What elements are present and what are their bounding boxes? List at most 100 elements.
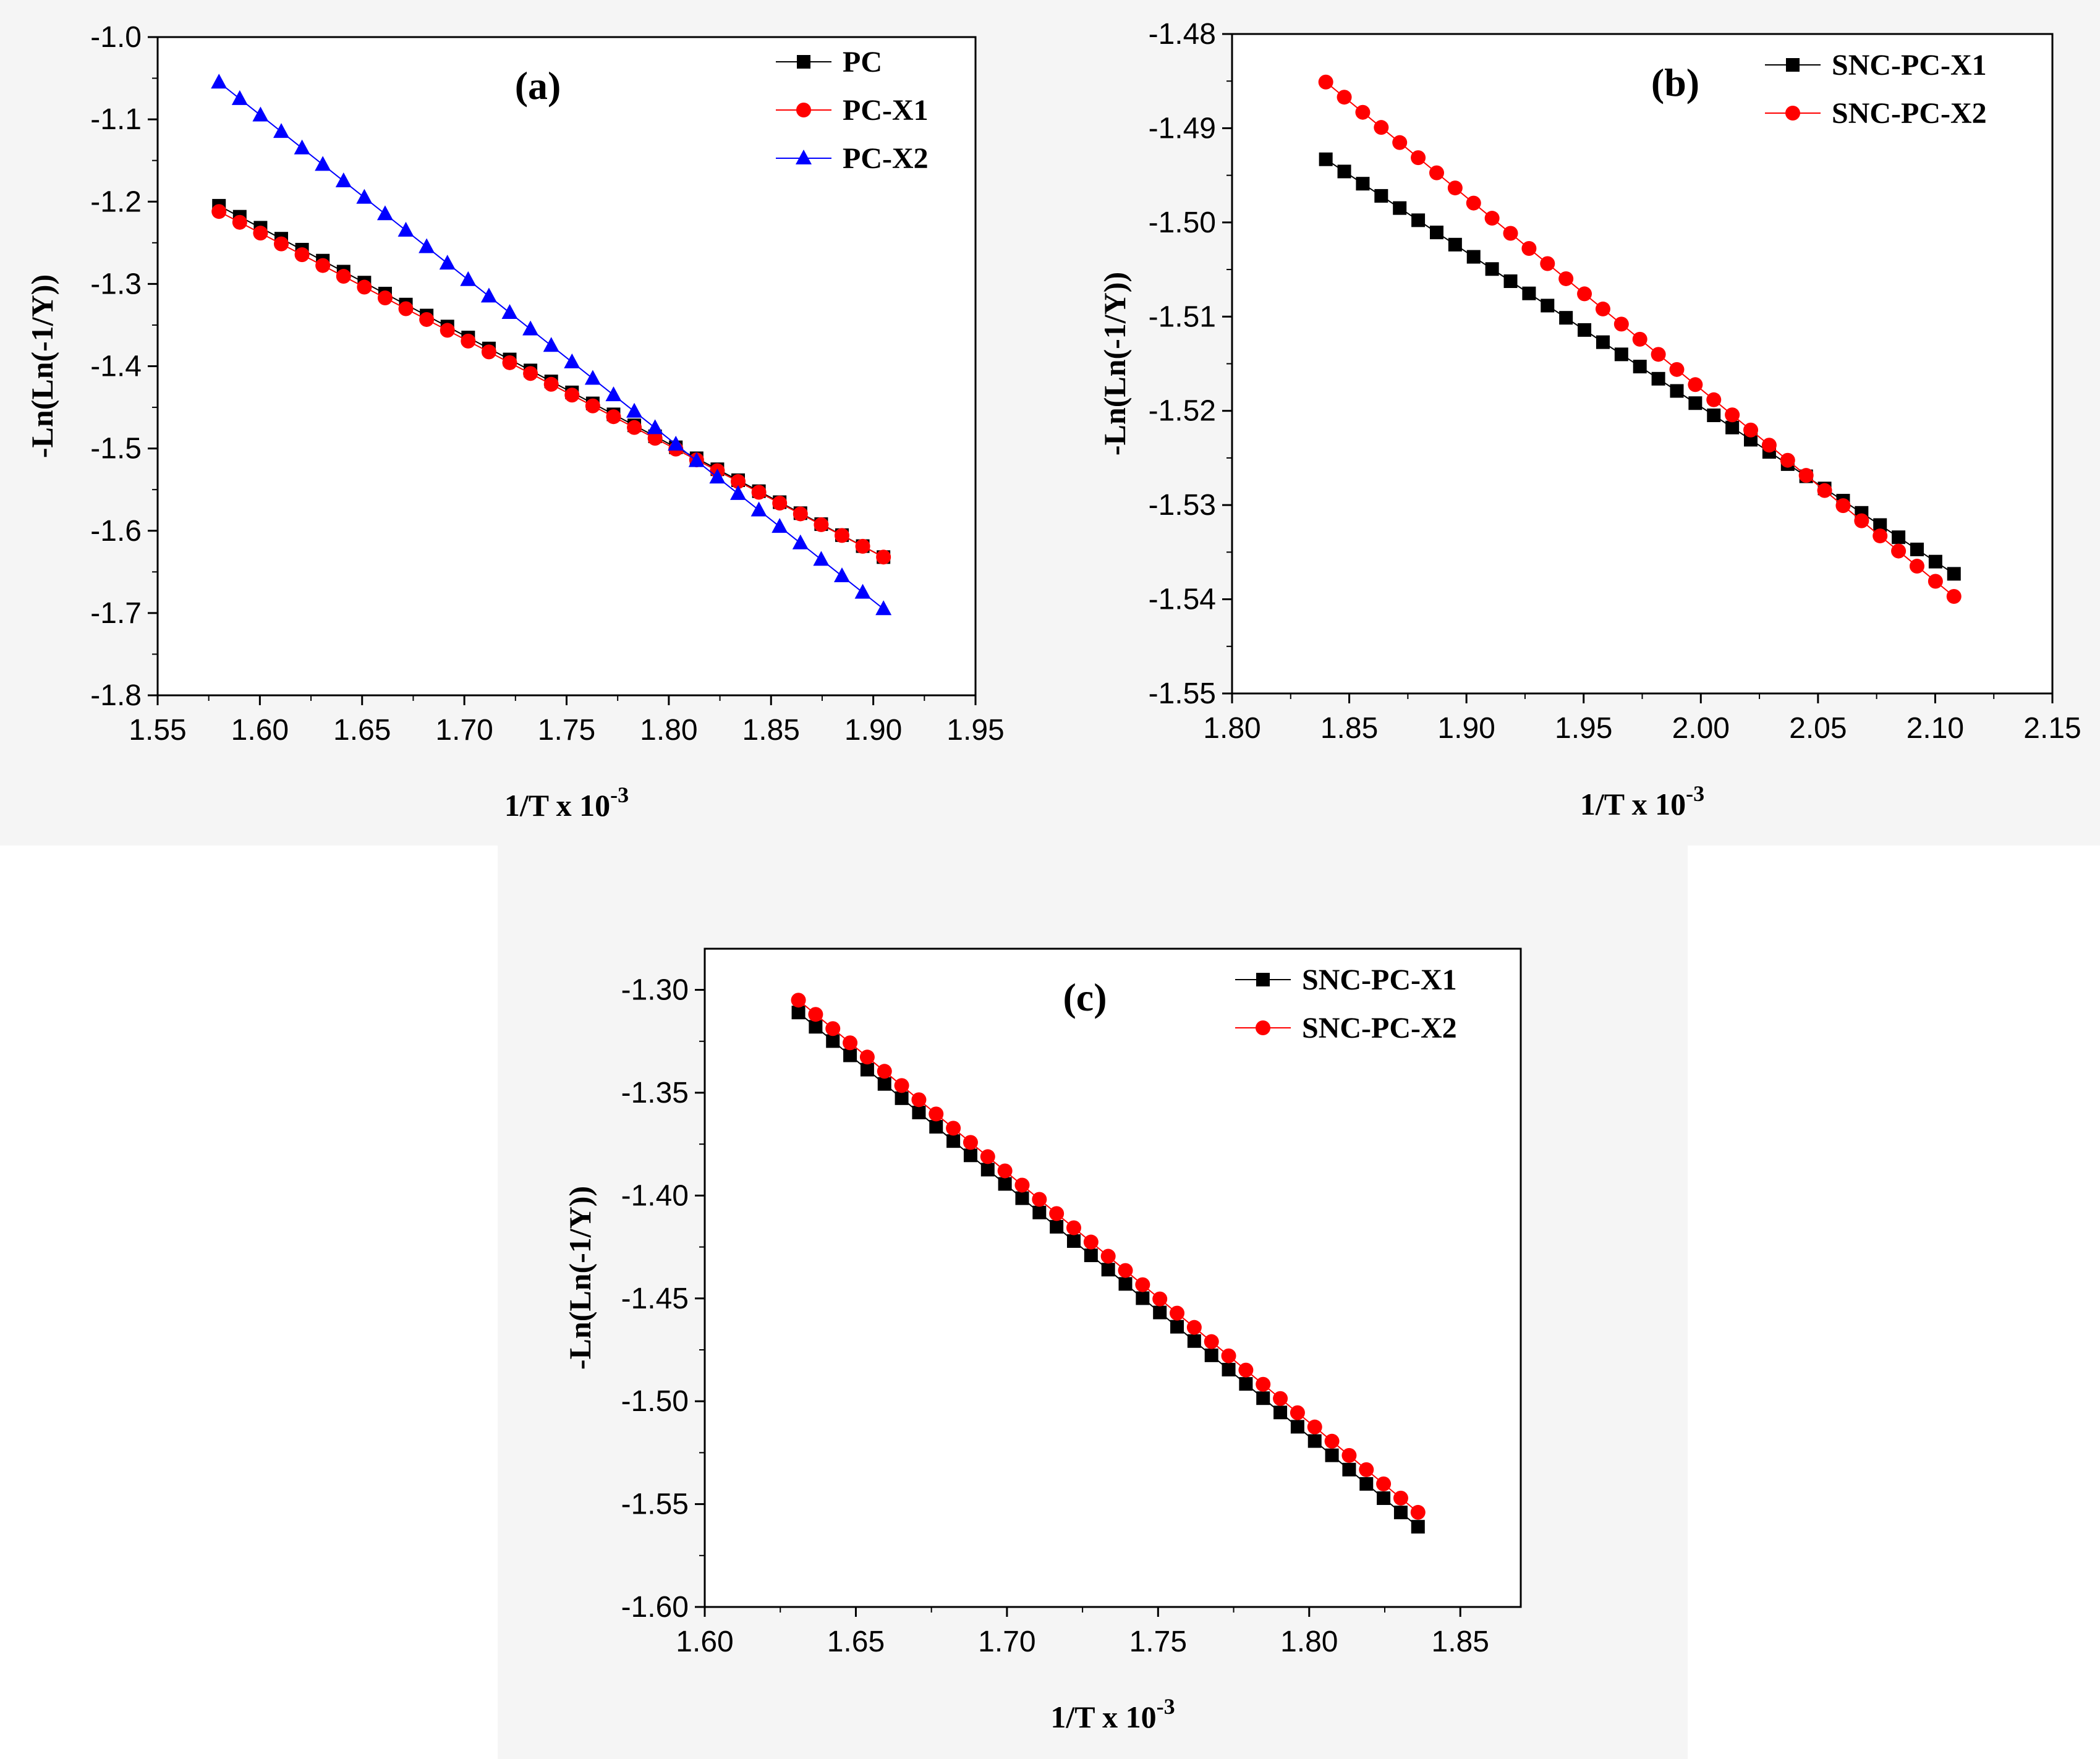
data-point bbox=[1485, 262, 1499, 276]
data-point bbox=[1761, 438, 1777, 453]
data-point bbox=[1411, 150, 1426, 166]
y-tick-label: -1.55 bbox=[621, 1488, 689, 1521]
data-point bbox=[1032, 1192, 1047, 1207]
x-tick-label: 2.10 bbox=[1907, 712, 1964, 745]
data-point bbox=[980, 1163, 995, 1177]
y-tick-label: -1.5 bbox=[90, 433, 142, 465]
data-point bbox=[834, 528, 849, 543]
data-point bbox=[1393, 1506, 1408, 1520]
data-point bbox=[963, 1135, 978, 1150]
data-point bbox=[814, 517, 829, 532]
data-point bbox=[1910, 542, 1924, 556]
legend-entry-label: PC-X2 bbox=[843, 142, 929, 175]
data-point bbox=[876, 549, 891, 565]
data-point bbox=[1153, 1305, 1167, 1320]
data-point bbox=[1596, 335, 1610, 349]
data-point bbox=[1377, 1491, 1391, 1505]
y-tick-label: -1.45 bbox=[621, 1282, 689, 1315]
data-point bbox=[647, 431, 663, 446]
data-point bbox=[1595, 301, 1610, 316]
y-tick-label: -1.0 bbox=[90, 21, 142, 54]
data-point bbox=[1577, 286, 1592, 302]
data-point bbox=[854, 583, 871, 599]
x-tick-label: 2.15 bbox=[2023, 712, 2081, 745]
data-point bbox=[1273, 1405, 1288, 1420]
data-point bbox=[377, 290, 393, 306]
y-tick-label: -1.54 bbox=[1149, 583, 1216, 616]
x-tick-label: 1.95 bbox=[1555, 712, 1612, 745]
x-tick-label: 1.65 bbox=[827, 1625, 885, 1658]
panel-label: (a) bbox=[515, 64, 561, 108]
data-point bbox=[1325, 1448, 1339, 1462]
data-point bbox=[1337, 90, 1352, 105]
data-point bbox=[356, 189, 373, 204]
data-point bbox=[860, 1062, 874, 1077]
data-point bbox=[1204, 1334, 1219, 1349]
data-point bbox=[1466, 250, 1481, 264]
data-point bbox=[294, 139, 310, 155]
x-axis-title-exponent: -3 bbox=[1686, 781, 1704, 806]
data-point bbox=[626, 402, 643, 418]
data-point bbox=[809, 1020, 823, 1034]
data-point bbox=[1447, 180, 1463, 196]
data-point bbox=[1651, 347, 1666, 362]
data-point bbox=[894, 1078, 909, 1093]
y-tick-label: -1.30 bbox=[621, 974, 689, 1007]
data-point bbox=[1355, 104, 1371, 120]
data-point bbox=[1374, 120, 1389, 135]
data-point bbox=[1238, 1362, 1254, 1378]
x-tick-label: 1.90 bbox=[844, 714, 902, 747]
data-point bbox=[1187, 1334, 1201, 1348]
data-point bbox=[1356, 177, 1370, 191]
legend-marker bbox=[1256, 1020, 1270, 1035]
data-point bbox=[1273, 1391, 1288, 1406]
data-point bbox=[523, 366, 538, 381]
y-tick-label: -1.40 bbox=[621, 1179, 689, 1212]
data-point bbox=[522, 320, 539, 336]
data-point bbox=[1084, 1248, 1098, 1263]
data-point bbox=[1222, 1362, 1236, 1376]
data-point bbox=[274, 236, 289, 252]
data-point bbox=[751, 485, 767, 500]
data-point bbox=[1239, 1377, 1253, 1391]
x-axis-title-exponent: -3 bbox=[1157, 1694, 1175, 1719]
legend-entry-label: PC-X1 bbox=[843, 94, 929, 127]
data-point bbox=[1032, 1205, 1047, 1219]
data-point bbox=[1928, 554, 1942, 569]
series-snc-pc-x1 bbox=[791, 1006, 1425, 1534]
data-point bbox=[1873, 528, 1888, 544]
data-point bbox=[211, 204, 227, 219]
x-axis-title-exponent: -3 bbox=[610, 782, 629, 807]
data-point bbox=[813, 551, 830, 566]
data-point bbox=[1743, 422, 1759, 438]
data-point bbox=[875, 600, 892, 616]
y-tick-label: -1.8 bbox=[90, 679, 142, 712]
data-point bbox=[877, 1077, 891, 1091]
data-point bbox=[1669, 362, 1685, 377]
data-point bbox=[1541, 299, 1555, 313]
data-point bbox=[231, 90, 248, 105]
data-point bbox=[1083, 1234, 1099, 1250]
data-point bbox=[419, 238, 435, 253]
data-point bbox=[826, 1034, 840, 1048]
data-point bbox=[1448, 237, 1462, 252]
data-point bbox=[253, 226, 268, 241]
data-point bbox=[833, 567, 850, 582]
data-point bbox=[911, 1092, 927, 1108]
x-tick-label: 1.85 bbox=[742, 714, 800, 747]
data-point bbox=[502, 355, 517, 370]
x-tick-label: 1.70 bbox=[978, 1625, 1035, 1658]
data-point bbox=[688, 452, 705, 467]
data-point bbox=[980, 1149, 995, 1164]
data-point bbox=[1359, 1477, 1374, 1491]
data-point bbox=[1909, 559, 1924, 574]
data-point bbox=[1101, 1263, 1115, 1277]
data-point bbox=[855, 538, 870, 554]
data-point bbox=[605, 386, 622, 402]
x-tick-label: 1.75 bbox=[1129, 1625, 1187, 1658]
data-point bbox=[1307, 1434, 1322, 1448]
x-tick-label: 1.80 bbox=[640, 714, 697, 747]
data-point bbox=[439, 255, 456, 270]
series-snc-pc-x2 bbox=[1318, 74, 1962, 604]
data-point bbox=[647, 419, 663, 434]
